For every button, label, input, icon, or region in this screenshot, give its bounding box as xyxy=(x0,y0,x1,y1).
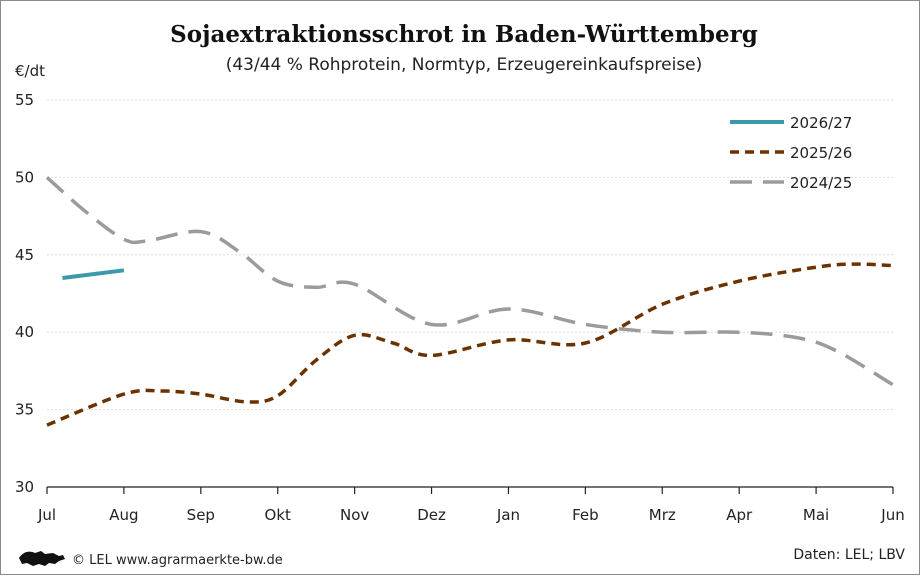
legend-label-2026-27: 2026/27 xyxy=(790,114,852,132)
y-tick-label: 30 xyxy=(15,478,34,496)
lion-logo-icon xyxy=(19,551,65,566)
data-source-text: Daten: LEL; LBV xyxy=(793,547,905,563)
series-line-2025-26 xyxy=(46,262,894,427)
chart-subtitle: (43/44 % Rohprotein, Normtyp, Erzeugerei… xyxy=(226,55,703,75)
x-tick-label-mrz: Mrz xyxy=(649,506,676,524)
x-tick-label-feb: Feb xyxy=(572,506,599,524)
axes: 30 35 40 45 50 55 Jul Aug Sep Okt Nov Dez Jan Feb Mrz A… xyxy=(15,91,905,524)
x-tick-label-jul: Jul xyxy=(37,506,56,524)
chart-title: Sojaextraktionsschrot in Baden-Württembe… xyxy=(170,21,758,48)
x-tick-label-apr: Apr xyxy=(726,506,753,524)
y-tick-label: 50 xyxy=(15,168,34,186)
series-lines xyxy=(45,176,894,427)
series-line-2024-25 xyxy=(45,176,894,387)
x-tick-label-sep: Sep xyxy=(187,506,215,524)
series-line-2026-27 xyxy=(62,268,125,280)
x-tick-label-jun: Jun xyxy=(880,506,904,524)
y-axis-unit: €/dt xyxy=(15,62,45,80)
x-tick-label-mai: Mai xyxy=(803,506,829,524)
y-tick-label: 45 xyxy=(15,246,34,264)
x-tick-label-nov: Nov xyxy=(340,506,369,524)
footer: © LEL www.agrarmaerkte-bw.de Daten: LEL;… xyxy=(19,547,905,568)
legend-label-2025-26: 2025/26 xyxy=(790,144,852,162)
y-tick-label: 55 xyxy=(15,91,34,109)
x-tick-label-okt: Okt xyxy=(265,506,291,524)
legend-label-2024-25: 2024/25 xyxy=(790,174,852,192)
y-tick-label: 35 xyxy=(15,401,34,419)
y-tick-label: 40 xyxy=(15,323,34,341)
x-tick-label-aug: Aug xyxy=(109,506,138,524)
copyright-text: © LEL www.agrarmaerkte-bw.de xyxy=(72,553,283,568)
x-tick-label-dez: Dez xyxy=(417,506,446,524)
gridlines xyxy=(47,99,893,411)
legend: 2026/27 2025/26 2024/25 xyxy=(730,114,852,192)
x-tick-label-jan: Jan xyxy=(496,506,520,524)
